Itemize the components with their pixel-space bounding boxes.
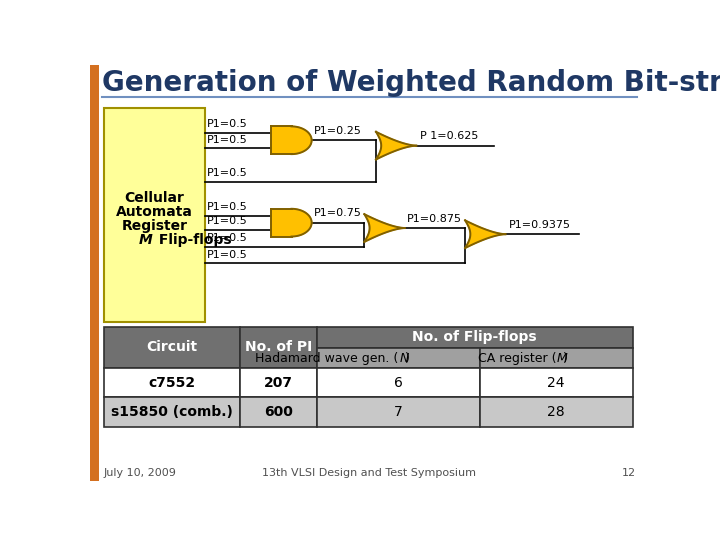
Text: CA register (: CA register ( [477,352,556,365]
Text: Cellular: Cellular [125,191,184,205]
Text: M: M [139,233,153,247]
Text: No. of Flip-flops: No. of Flip-flops [413,330,537,345]
Text: 24: 24 [547,376,565,390]
Text: P1=0.25: P1=0.25 [314,126,362,136]
Bar [240,368,317,397]
Text: ): ) [563,352,568,365]
Text: Flip-flops: Flip-flops [153,233,231,247]
Polygon shape [465,220,505,248]
Text: P1=0.5: P1=0.5 [207,119,248,129]
Text: P1=0.5: P1=0.5 [207,216,248,226]
Bar [271,126,292,154]
Text: s15850 (comb.): s15850 (comb.) [111,405,233,419]
Bar [104,327,240,368]
Bar [271,209,292,237]
Text: P1=0.9375: P1=0.9375 [509,220,571,230]
Text: P1=0.5: P1=0.5 [207,202,248,212]
Text: ): ) [405,352,410,365]
Bar [480,368,632,397]
Bar [317,327,632,348]
Polygon shape [364,214,405,242]
Text: c7552: c7552 [148,376,195,390]
Bar [317,397,480,427]
Text: Generation of Weighted Random Bit-streams: Generation of Weighted Random Bit-stream… [102,69,720,97]
Bar [317,348,480,368]
Text: No. of PI: No. of PI [245,340,312,354]
Text: Hadamard wave gen. (: Hadamard wave gen. ( [255,352,398,365]
Text: Circuit: Circuit [146,340,197,354]
Text: P1=0.5: P1=0.5 [207,250,248,260]
Text: 600: 600 [264,405,293,419]
Text: P1=0.75: P1=0.75 [314,208,362,219]
Text: 12: 12 [622,468,636,478]
Polygon shape [376,132,416,159]
Polygon shape [292,126,312,154]
Text: P1=0.5: P1=0.5 [207,168,248,178]
Text: July 10, 2009: July 10, 2009 [104,468,177,478]
Text: 7: 7 [394,405,402,419]
Text: N: N [399,352,409,365]
Text: P1=0.5: P1=0.5 [207,233,248,243]
Text: P1=0.875: P1=0.875 [407,214,462,224]
Text: Register: Register [122,219,187,233]
Bar [240,397,317,427]
Text: 207: 207 [264,376,293,390]
Bar [317,348,480,368]
Text: 13th VLSI Design and Test Symposium: 13th VLSI Design and Test Symposium [262,468,476,478]
Bar [240,327,317,368]
Text: 28: 28 [547,405,565,419]
Bar [480,348,632,368]
Bar [104,108,204,322]
Text: M: M [557,352,567,365]
Bar [480,397,632,427]
Bar [104,368,240,397]
Polygon shape [292,209,312,237]
Text: P1=0.5: P1=0.5 [207,134,248,145]
Bar [317,368,480,397]
Bar [104,397,240,427]
Bar [90,65,99,481]
Text: 6: 6 [394,376,403,390]
Text: Automata: Automata [116,205,193,219]
Text: P 1=0.625: P 1=0.625 [420,131,479,141]
